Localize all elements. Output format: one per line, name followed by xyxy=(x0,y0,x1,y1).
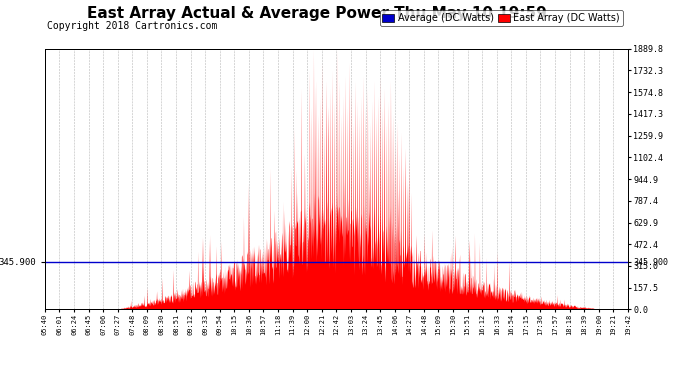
Legend: Average (DC Watts), East Array (DC Watts): Average (DC Watts), East Array (DC Watts… xyxy=(380,10,623,26)
Text: East Array Actual & Average Power Thu May 10 19:59: East Array Actual & Average Power Thu Ma… xyxy=(88,6,547,21)
Text: Copyright 2018 Cartronics.com: Copyright 2018 Cartronics.com xyxy=(47,21,217,31)
